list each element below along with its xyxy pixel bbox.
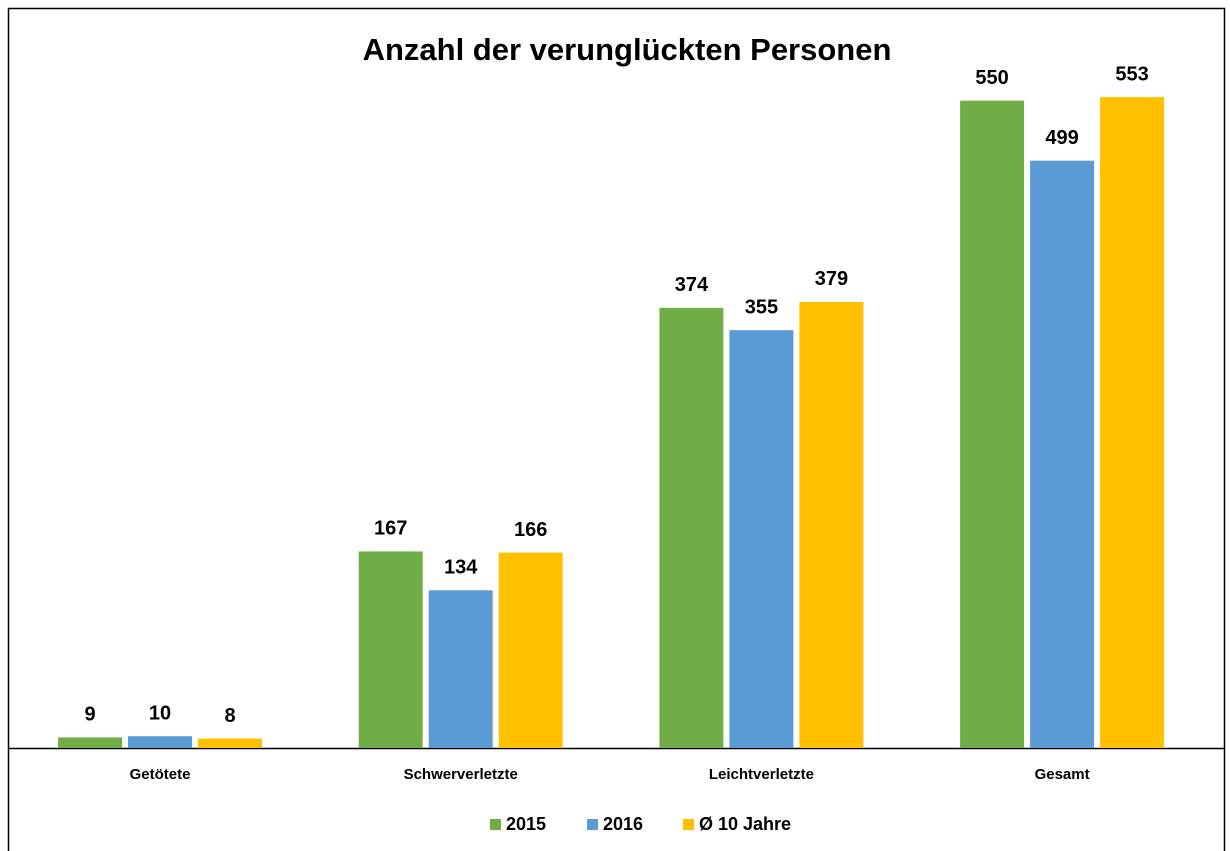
data-label: 550 bbox=[975, 67, 1008, 89]
legend-swatch bbox=[587, 819, 598, 830]
data-label: 134 bbox=[444, 557, 478, 579]
x-tick-label: Getötete bbox=[130, 766, 191, 783]
bar bbox=[358, 551, 423, 748]
data-label: 10 bbox=[149, 703, 171, 725]
data-label: 355 bbox=[745, 296, 778, 318]
bar bbox=[58, 737, 122, 748]
legend-label: 2015 bbox=[506, 814, 546, 834]
bar bbox=[428, 590, 493, 748]
bar bbox=[498, 552, 563, 748]
data-label: 8 bbox=[224, 705, 235, 727]
x-tick-label: Gesamt bbox=[1035, 766, 1090, 783]
bar bbox=[128, 736, 192, 748]
bar bbox=[659, 307, 724, 748]
bar bbox=[198, 738, 262, 748]
legend-swatch bbox=[490, 819, 501, 830]
chart-title: Anzahl der verunglückten Personen bbox=[363, 32, 892, 67]
bar bbox=[729, 330, 794, 748]
bar bbox=[799, 301, 864, 748]
data-label: 379 bbox=[815, 268, 848, 290]
bar bbox=[1030, 160, 1095, 748]
data-label: 167 bbox=[374, 518, 407, 540]
legend-label: 2016 bbox=[603, 814, 643, 834]
data-label: 166 bbox=[514, 519, 547, 541]
x-tick-label: Schwerverletzte bbox=[404, 766, 518, 783]
bar bbox=[960, 100, 1025, 748]
legend-label: Ø 10 Jahre bbox=[699, 814, 791, 834]
bar bbox=[1100, 97, 1165, 748]
data-label: 553 bbox=[1115, 63, 1148, 85]
x-tick-label: Leichtverletzte bbox=[709, 766, 814, 783]
data-label: 499 bbox=[1045, 127, 1078, 149]
data-label: 374 bbox=[675, 274, 709, 296]
legend-swatch bbox=[683, 819, 694, 830]
data-label: 9 bbox=[84, 704, 95, 726]
